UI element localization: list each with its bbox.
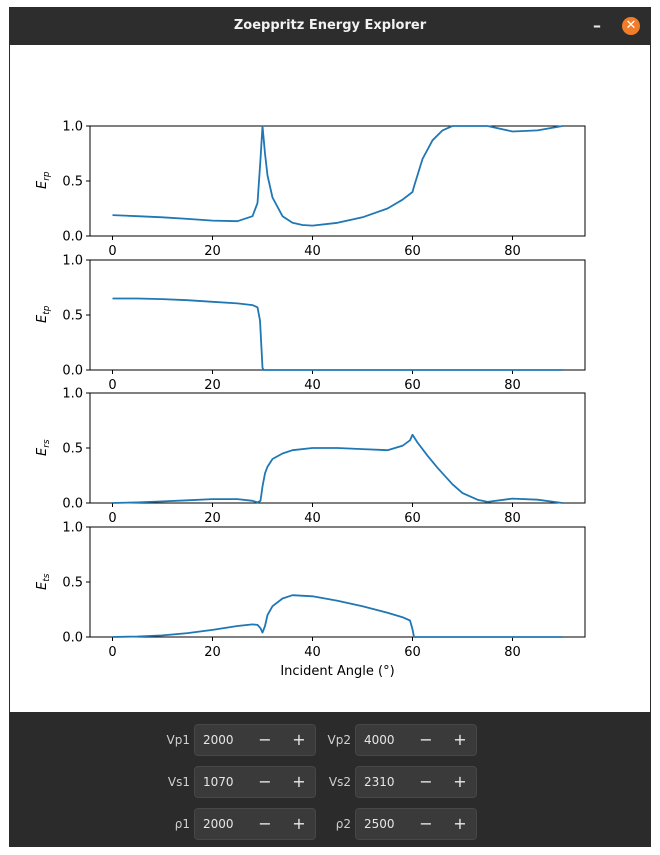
x-tick-label: 20 — [204, 244, 221, 259]
vs2-increment-button[interactable]: + — [453, 772, 467, 791]
x-tick-label: 0 — [108, 378, 116, 393]
y-tick-label: 1.0 — [62, 387, 83, 402]
y-axis-label-2: Etp — [35, 305, 52, 323]
rho2-increment-button[interactable]: + — [453, 814, 467, 833]
app-window: Zoeppritz Energy Explorer – ✕ 0.0 0.5 1.0 0… — [10, 8, 650, 846]
x-tick-label: 80 — [504, 511, 521, 526]
rho1-increment-button[interactable]: + — [292, 814, 306, 833]
vs2-decrement-button[interactable]: − — [419, 772, 433, 791]
y-tick-label: 0.5 — [62, 576, 83, 591]
parameter-panel: Vp1 2000 − + Vp2 4000 − + Vs1 1070 − + V… — [10, 712, 650, 846]
rho2-label: ρ2 — [335, 817, 351, 831]
x-tick-label: 60 — [404, 511, 421, 526]
vs1-label: Vs1 — [167, 775, 190, 789]
x-tick-label: 0 — [108, 645, 116, 660]
vp2-label: Vp2 — [327, 733, 351, 747]
y-tick-label: 0.5 — [62, 309, 83, 324]
vp1-label: Vp1 — [166, 733, 190, 747]
vp2-decrement-button[interactable]: − — [419, 730, 433, 749]
y-tick-label: 0.5 — [62, 175, 83, 190]
close-button[interactable]: ✕ — [622, 17, 640, 35]
y-tick-label: 1.0 — [62, 120, 83, 135]
y-tick-label: 0.5 — [62, 442, 83, 457]
y-axis-label-3: Ers — [35, 439, 52, 456]
vs2-spinbox[interactable]: 2310 − + — [355, 766, 477, 798]
y-tick-label: 0.0 — [62, 631, 83, 646]
series-line-1 — [112, 125, 563, 227]
vs1-increment-button[interactable]: + — [292, 772, 306, 791]
window-title: Zoeppritz Energy Explorer — [233, 18, 427, 33]
rho2-value[interactable]: 2500 — [364, 817, 395, 831]
y-tick-label: 1.0 — [62, 254, 83, 269]
y-tick-label: 0.0 — [62, 497, 83, 512]
vp2-spinbox[interactable]: 4000 − + — [355, 724, 477, 756]
rho1-value[interactable]: 2000 — [203, 817, 234, 831]
density-row: ρ1 2000 − + ρ2 2500 − + — [10, 808, 650, 840]
rho1-label: ρ1 — [174, 817, 190, 831]
series-line-4 — [112, 594, 563, 638]
x-tick-label: 40 — [304, 244, 321, 259]
vp1-increment-button[interactable]: + — [292, 730, 306, 749]
y-tick-label: 0.0 — [62, 364, 83, 379]
axes-frame-1 — [89, 125, 586, 237]
rho2-spinbox[interactable]: 2500 − + — [355, 808, 477, 840]
energy-plots: 0.0 0.5 1.0 0 20 40 60 80 Erp 0.0 0.5 1.0 0 20 40 60 80 E… — [35, 120, 586, 679]
x-tick-label: 80 — [504, 378, 521, 393]
velocity-s-row: Vs1 1070 − + Vs2 2310 − + — [10, 766, 650, 798]
axes-frame-4 — [89, 526, 586, 638]
x-tick-label: 40 — [304, 378, 321, 393]
vp2-value[interactable]: 4000 — [364, 733, 395, 747]
x-tick-label: 20 — [204, 378, 221, 393]
x-tick-label: 80 — [504, 645, 521, 660]
x-tick-label: 80 — [504, 244, 521, 259]
vs2-label: Vs2 — [328, 775, 351, 789]
x-tick-label: 20 — [204, 645, 221, 660]
vp2-increment-button[interactable]: + — [453, 730, 467, 749]
series-line-2 — [112, 297, 563, 371]
vs1-decrement-button[interactable]: − — [258, 772, 272, 791]
x-tick-label: 60 — [404, 244, 421, 259]
minimize-button[interactable]: – — [593, 16, 601, 35]
plot-area: 0.0 0.5 1.0 0 20 40 60 80 Erp 0.0 0.5 1.0 0 20 40 60 80 E… — [10, 45, 650, 712]
y-tick-label: 1.0 — [62, 521, 83, 536]
x-tick-label: 60 — [404, 378, 421, 393]
rho2-decrement-button[interactable]: − — [419, 814, 433, 833]
y-axis-label-1: Erp — [35, 171, 52, 189]
title-bar[interactable]: Zoeppritz Energy Explorer – ✕ — [10, 8, 650, 45]
y-axis-label-4: Ets — [35, 573, 52, 590]
vs2-value[interactable]: 2310 — [364, 775, 395, 789]
x-tick-label: 60 — [404, 645, 421, 660]
vs1-spinbox[interactable]: 1070 − + — [194, 766, 316, 798]
x-tick-label: 0 — [108, 244, 116, 259]
x-tick-label: 0 — [108, 511, 116, 526]
velocity-p-row: Vp1 2000 − + Vp2 4000 − + — [10, 724, 650, 756]
vp1-value[interactable]: 2000 — [203, 733, 234, 747]
y-tick-label: 0.0 — [62, 230, 83, 245]
series-line-3 — [112, 433, 563, 504]
x-tick-label: 20 — [204, 511, 221, 526]
vs1-value[interactable]: 1070 — [203, 775, 234, 789]
rho1-spinbox[interactable]: 2000 − + — [194, 808, 316, 840]
x-tick-label: 40 — [304, 511, 321, 526]
vp1-spinbox[interactable]: 2000 − + — [194, 724, 316, 756]
vp1-decrement-button[interactable]: − — [258, 730, 272, 749]
x-axis-label: Incident Angle (°) — [280, 664, 394, 679]
rho1-decrement-button[interactable]: − — [258, 814, 272, 833]
axes-frame-2 — [89, 259, 586, 371]
x-tick-label: 40 — [304, 645, 321, 660]
